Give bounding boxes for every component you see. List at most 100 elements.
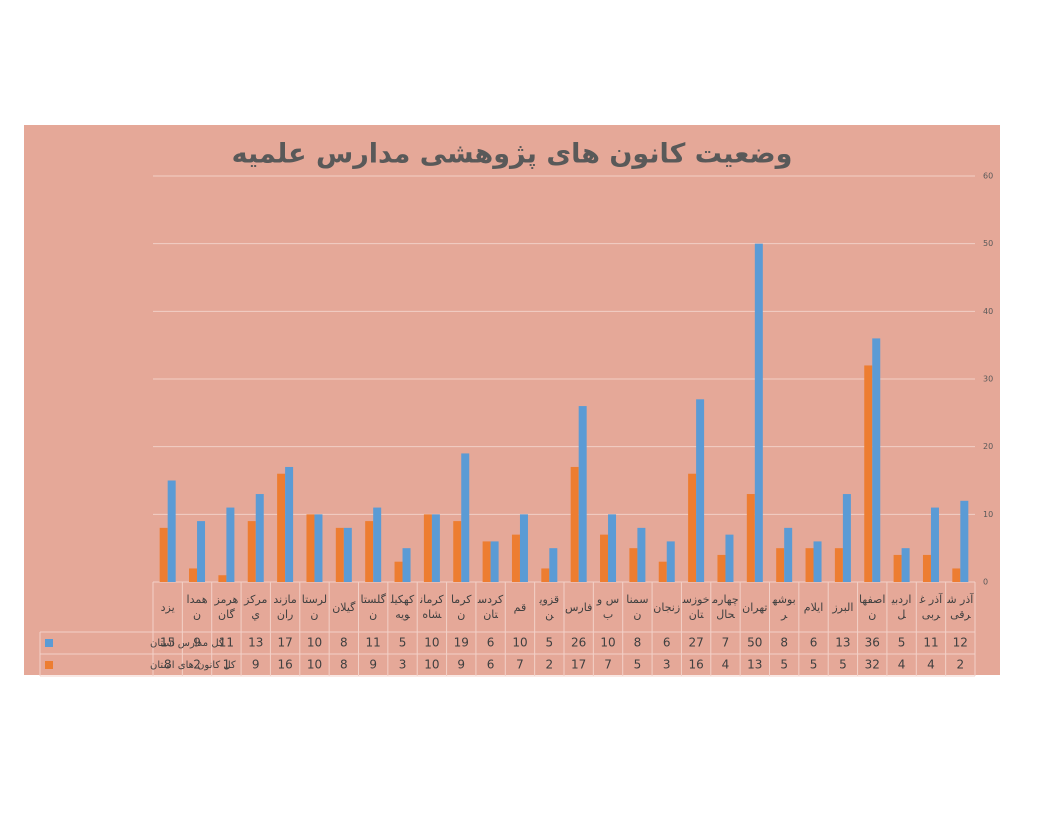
table-value: 9 [193,636,201,650]
legend-swatch [45,661,53,669]
table-value: 36 [865,636,880,650]
table-value: 27 [688,636,703,650]
table-value: 5 [634,658,642,672]
bar [314,514,323,582]
table-value: 6 [487,636,495,650]
bar [431,514,440,582]
table-value: 6 [810,636,818,650]
x-tick-label: فارس [564,600,593,614]
table-value: 13 [248,636,263,650]
table-value: 11 [366,636,381,650]
bar [365,521,374,582]
bar [629,548,638,582]
y-tick-label: 0 [983,578,988,587]
legend-label: کل کانون های استان [150,660,236,671]
bar [600,534,609,582]
table-value: 10 [424,636,439,650]
table-value: 11 [923,636,938,650]
table-value: 9 [369,658,377,672]
table-value: 8 [340,658,348,672]
table-value: 7 [516,658,524,672]
x-tick-label: بوشهر [772,593,796,621]
table-value: 10 [512,636,527,650]
bar [960,500,969,582]
table-value: 2 [546,658,554,672]
bar [541,568,550,582]
table-value: 1 [223,658,231,672]
table-value: 10 [307,658,322,672]
table-value: 6 [663,636,671,650]
bar [511,534,520,582]
bar [335,527,344,582]
bar [373,507,382,582]
x-tick-label: اصفهان [859,593,886,621]
x-tick-label: مازندران [273,593,297,621]
x-tick-label: يزد [160,600,175,614]
table-value: 17 [571,658,586,672]
x-tick-label: آذر شرقی [947,593,974,621]
x-tick-label: گيلان [332,600,356,614]
bar [277,473,286,582]
table-value: 16 [277,658,292,672]
table-value: 5 [898,636,906,650]
bar [570,466,579,582]
table-value: 50 [747,636,762,650]
bar [952,568,961,582]
bar [725,534,734,582]
bar [343,527,352,582]
bar [696,399,705,582]
table-value: 10 [600,636,615,650]
y-tick-label: 50 [983,239,993,248]
bar [255,494,264,582]
bar [901,548,910,582]
x-tick-label: قزوين [539,593,560,621]
bar [813,541,822,582]
x-tick-label: هرمزگان [214,593,239,621]
x-tick-label: کردستان [477,593,504,621]
x-tick-label: سمنان [626,593,649,621]
table-value: 10 [307,636,322,650]
table-value: 5 [839,658,847,672]
x-tick-label: همدان [186,593,208,621]
chart-title: وضعیت کانون های پژوهشی مدارس علمیه [232,139,793,170]
x-tick-label: ايلام [803,600,824,614]
bar [746,494,755,582]
bar [461,453,470,582]
table-value: 5 [780,658,788,672]
table-value: 2 [957,658,965,672]
table-value: 16 [688,658,703,672]
table-value: 15 [160,636,175,650]
table-value: 32 [865,658,880,672]
table-value: 6 [487,658,495,672]
bar [247,521,256,582]
bar [834,548,843,582]
bar [688,473,697,582]
x-tick-label: لرستان [301,593,328,621]
x-tick-label: اردبيل [891,593,912,621]
table-value: 12 [953,636,968,650]
bar [666,541,675,582]
y-tick-label: 40 [983,307,993,316]
table-value: 5 [810,658,818,672]
x-tick-label: آذر غربی [919,593,943,621]
x-tick-label: چهارمحال [712,593,739,621]
table-value: 9 [457,658,465,672]
x-tick-label: مرکزي [244,593,268,621]
bar [549,548,558,582]
bar [423,514,432,582]
bar [922,554,931,582]
bar [226,507,235,582]
table-value: 9 [252,658,260,672]
x-tick-label: کهکيلويه [390,593,415,621]
y-tick-label: 20 [983,442,993,451]
bar [578,406,587,582]
table-value: 7 [722,636,730,650]
bar [776,548,785,582]
table-value: 5 [399,636,407,650]
x-tick-label: س و ب [596,593,620,621]
x-tick-label: البرز [832,600,854,614]
bar [893,554,902,582]
bar [197,521,206,582]
y-tick-label: 60 [983,172,993,181]
legend-swatch [45,639,53,647]
